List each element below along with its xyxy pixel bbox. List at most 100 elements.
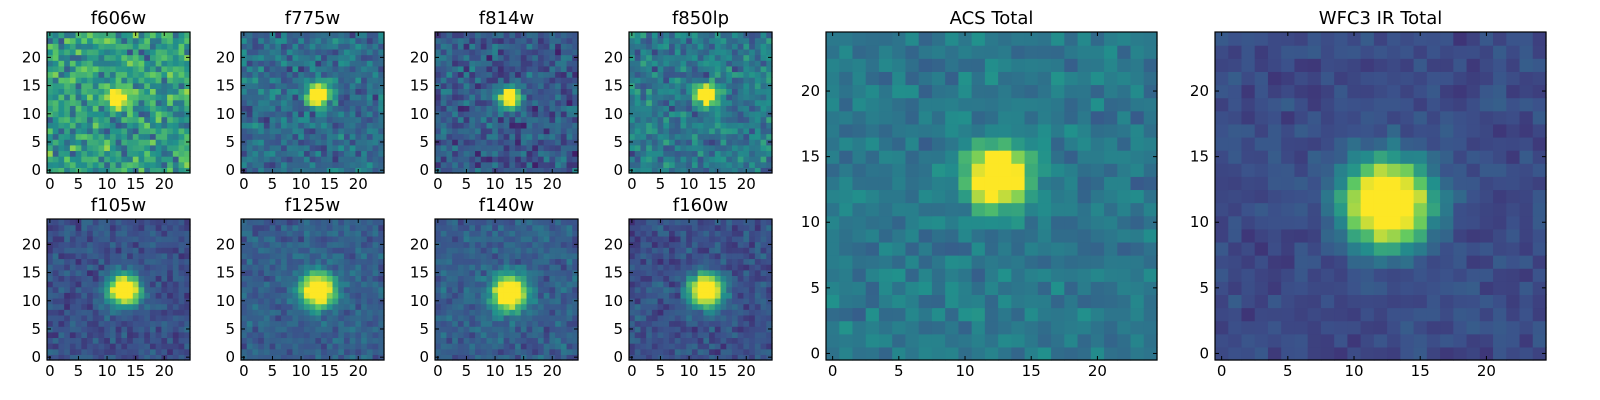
heatmap-cell xyxy=(555,286,562,293)
heatmap-cell xyxy=(98,326,105,333)
heatmap-cell xyxy=(640,303,647,310)
heatmap-cell xyxy=(155,133,162,140)
heatmap-cell xyxy=(709,167,716,174)
heatmap-cell xyxy=(372,77,379,84)
heatmap-cell xyxy=(81,292,88,299)
heatmap-cell xyxy=(726,65,733,73)
heatmap-cell xyxy=(58,110,65,118)
heatmap-cell xyxy=(64,144,71,152)
heatmap-cell xyxy=(486,320,493,327)
heatmap-cell xyxy=(184,105,191,112)
heatmap-cell xyxy=(109,235,117,243)
heatmap-cell xyxy=(178,224,185,231)
heatmap-cell xyxy=(144,286,151,293)
heatmap-cell xyxy=(81,65,88,73)
heatmap-cell xyxy=(81,297,88,305)
heatmap-cell xyxy=(161,77,168,84)
heatmap-cell xyxy=(749,77,756,84)
heatmap-cell xyxy=(361,37,368,44)
heatmap-cell xyxy=(149,133,157,140)
heatmap-cell xyxy=(321,77,328,84)
heatmap-cell xyxy=(572,331,579,339)
heatmap-cell xyxy=(720,314,727,322)
heatmap-cell xyxy=(475,275,482,282)
heatmap-cell xyxy=(703,48,710,56)
heatmap-cell xyxy=(52,99,60,106)
heatmap-cell xyxy=(680,286,687,293)
heatmap-cell xyxy=(326,161,334,168)
heatmap-cell xyxy=(58,331,65,339)
heatmap-cell xyxy=(161,110,168,118)
heatmap-cell xyxy=(492,99,499,106)
heatmap-cell xyxy=(81,337,88,344)
heatmap-cell xyxy=(315,37,322,44)
heatmap-cell xyxy=(754,167,762,174)
heatmap-cell xyxy=(526,247,533,254)
heatmap-cell xyxy=(520,116,528,123)
heatmap-cell xyxy=(98,337,105,344)
heatmap-cell xyxy=(109,292,117,299)
heatmap-cell xyxy=(475,88,482,95)
heatmap-cell xyxy=(281,337,288,344)
heatmap-cell xyxy=(497,43,505,50)
heatmap-cell xyxy=(178,292,185,299)
heatmap-cell xyxy=(731,105,739,112)
heatmap-cell xyxy=(657,150,664,157)
heatmap-cell xyxy=(269,269,276,276)
heatmap-cell xyxy=(252,326,259,333)
heatmap-cell xyxy=(555,161,562,168)
heatmap-cell xyxy=(749,122,756,129)
heatmap-cell xyxy=(161,326,168,333)
heatmap-cell xyxy=(520,150,528,157)
heatmap-cell xyxy=(321,314,328,322)
heatmap-cell xyxy=(81,264,88,271)
heatmap-cell xyxy=(258,343,265,350)
heatmap-cell xyxy=(361,99,368,106)
heatmap-cell xyxy=(703,156,710,163)
heatmap-cell xyxy=(440,32,448,39)
heatmap-cell xyxy=(144,235,151,243)
heatmap-cell xyxy=(343,264,351,271)
heatmap-cell xyxy=(132,133,140,140)
heatmap-cell xyxy=(686,281,693,288)
heatmap-cell xyxy=(663,37,670,44)
heatmap-cell xyxy=(646,110,653,118)
heatmap-cell xyxy=(709,110,716,118)
heatmap-cell xyxy=(149,116,157,123)
heatmap-cell xyxy=(737,150,744,157)
heatmap-cell xyxy=(161,252,168,260)
heatmap-cell xyxy=(629,48,636,56)
heatmap-cell xyxy=(155,71,162,78)
heatmap-cell xyxy=(309,43,316,50)
heatmap-cell xyxy=(566,354,573,361)
heatmap-cell xyxy=(81,241,88,248)
heatmap-cell xyxy=(343,258,351,265)
heatmap-cell xyxy=(435,286,442,293)
heatmap-cell xyxy=(766,286,773,293)
y-tick-label: 15 xyxy=(410,264,429,282)
heatmap-cell xyxy=(343,88,351,95)
heatmap-cell xyxy=(726,54,733,61)
heatmap-cell xyxy=(366,94,374,101)
heatmap-cell xyxy=(446,65,453,73)
heatmap-cell xyxy=(760,43,767,50)
x-tick-label: 10 xyxy=(680,175,699,193)
heatmap-cell xyxy=(309,60,316,67)
heatmap-cell xyxy=(480,150,488,157)
heatmap-cell xyxy=(651,281,659,288)
heatmap-cell xyxy=(486,156,493,163)
heatmap-cell xyxy=(469,133,476,140)
heatmap-cell xyxy=(709,65,716,73)
heatmap-cell xyxy=(543,320,550,327)
heatmap-cell xyxy=(326,156,334,163)
heatmap-cell xyxy=(749,88,756,95)
heatmap-cell xyxy=(532,133,539,140)
heatmap-cell xyxy=(109,275,117,282)
heatmap-cell xyxy=(657,43,664,50)
heatmap-cell xyxy=(167,150,174,157)
heatmap-cell xyxy=(446,281,453,288)
heatmap-cell xyxy=(155,354,162,361)
heatmap-cell xyxy=(532,281,539,288)
heatmap-cell xyxy=(703,309,710,316)
